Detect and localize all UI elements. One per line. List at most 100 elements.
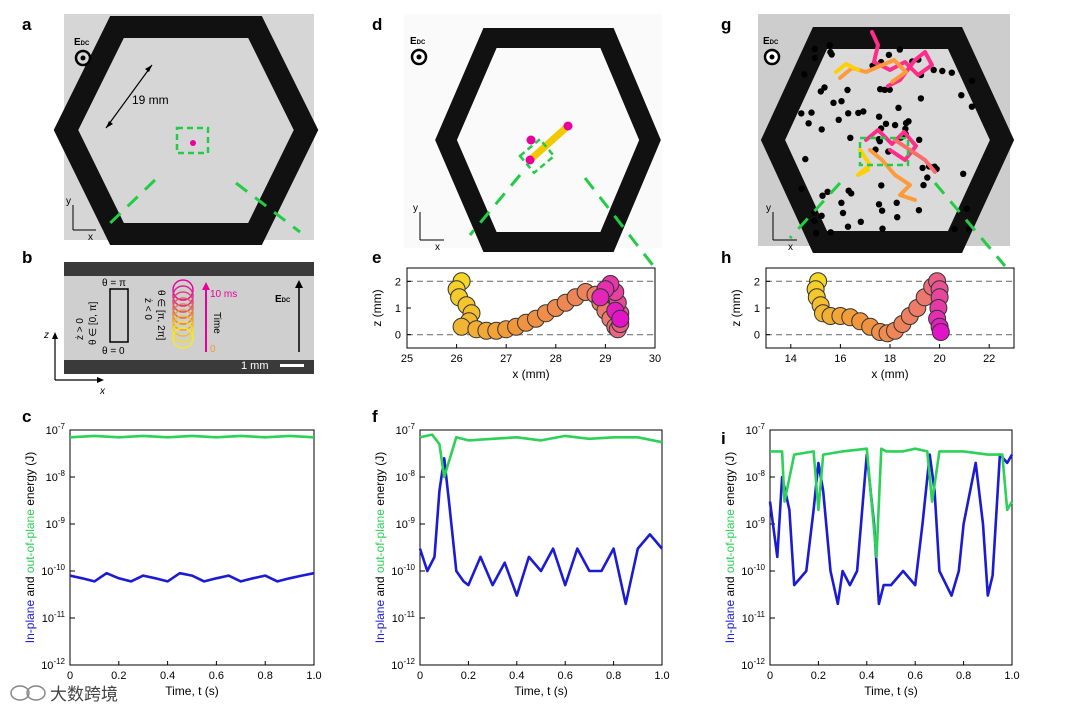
y-tick-label: 10-11 <box>392 610 416 625</box>
zdot-neg-label: ż < 0 <box>142 298 153 320</box>
edc-icon <box>763 48 781 66</box>
colloid-dot <box>811 217 818 225</box>
series-in-plane <box>69 571 315 583</box>
svg-text:x: x <box>88 232 93 243</box>
panel-label-e: e <box>372 248 381 267</box>
dimension-arrow <box>105 64 153 129</box>
x-axis-label: x (mm) <box>871 367 908 381</box>
colloid-dot <box>893 199 900 206</box>
dimension-label: 19 mm <box>132 93 169 107</box>
panel-label-b: b <box>22 248 32 267</box>
zoom-box <box>858 136 910 167</box>
colloid-dot <box>857 218 864 225</box>
series-in-plane <box>418 456 663 606</box>
xy-axes: y x <box>413 203 444 253</box>
y-tick-label: 10-12 <box>391 657 415 672</box>
colloid-dot <box>798 185 805 192</box>
colloid-dot <box>844 223 852 230</box>
edc-label: EDC <box>763 36 779 47</box>
x-axis-label: Time, t (s) <box>864 684 918 698</box>
series-in-plane <box>768 453 1014 606</box>
colloid-dot <box>896 46 903 53</box>
colloid-dot <box>965 226 973 233</box>
plot-frame <box>69 429 315 666</box>
x-tick-label: 0.8 <box>956 670 971 682</box>
colloid-dot <box>920 181 927 189</box>
colloid-dot <box>844 86 851 94</box>
colloid-dot <box>819 192 826 199</box>
y-tick-label: 2 <box>754 276 760 288</box>
x-tick-label: 0.6 <box>558 670 573 682</box>
y-tick-label: 10-9 <box>46 516 66 531</box>
colloid-dot <box>882 120 890 128</box>
colloid-dot <box>881 86 888 94</box>
time-label: Time <box>211 312 222 334</box>
panel-label-f: f <box>372 407 378 426</box>
range-neg-label: θ ∈ [π, 2π] <box>155 290 166 341</box>
chart-e: 25 26 27 28 29 30 0 1 2 x (mm) z (mm) <box>370 267 661 381</box>
colloid-dot <box>948 69 955 76</box>
series-out-of-plane <box>69 434 315 439</box>
chart-f: 0 0.2 0.4 0.6 0.8 1.0 10-7 10-8 10-9 10-10 10-11 10… <box>373 422 670 698</box>
panel-label-d: d <box>372 15 382 34</box>
x-tick-label: 0.4 <box>160 670 175 682</box>
y-tick-label: 10-9 <box>396 516 416 531</box>
watermark-logo-icon <box>10 685 30 701</box>
x-tick-label: 1.0 <box>1004 670 1019 682</box>
svg-text:z: z <box>43 330 49 341</box>
colloid-dot <box>919 164 926 172</box>
trajectory <box>526 122 572 164</box>
panel-g: EDC y x <box>758 14 1015 267</box>
y-tick-label: 0 <box>754 330 760 342</box>
colloid-dot <box>917 95 925 102</box>
colloid-dot <box>968 103 976 110</box>
colloid-dot <box>905 118 912 125</box>
colloid-dot <box>830 99 837 107</box>
theta-box <box>109 288 129 343</box>
svg-text:x: x <box>788 242 793 253</box>
watermark-text: 大数跨境 <box>50 685 118 704</box>
colloid-dot <box>839 209 847 217</box>
colloid-dot <box>968 77 976 85</box>
y-tick-label: 10-11 <box>742 610 766 625</box>
trajectories <box>834 30 937 202</box>
edc-label: EDC <box>410 36 426 47</box>
panel-d: EDC y x <box>404 14 662 269</box>
theta-zero-label: θ = 0 <box>102 346 125 357</box>
chart-c: 0 0.2 0.4 0.6 0.8 1.0 10-7 10-8 10-9 10-10 10-11 10… <box>23 422 322 698</box>
series-out-of-plane <box>419 433 663 479</box>
zoom-box <box>518 137 556 175</box>
x-tick-label: 1.0 <box>654 670 669 682</box>
particle <box>526 135 536 145</box>
scale-bar-label: 1 mm <box>241 360 269 372</box>
svg-text:x: x <box>435 242 440 253</box>
y-tick-label: 10-11 <box>42 610 66 625</box>
colloid-dot <box>891 121 899 129</box>
colloid-dot <box>805 120 812 127</box>
x-tick-label: 25 <box>401 353 413 365</box>
colloid-dot <box>878 207 886 214</box>
svg-text:y: y <box>413 203 418 214</box>
zoom-line-left <box>788 181 842 240</box>
edc-label: EDC <box>74 37 90 48</box>
colloid-dot <box>811 54 819 62</box>
colloid-dot <box>827 229 834 236</box>
y-tick-label: 10-8 <box>746 469 766 484</box>
colloid-dot <box>838 98 845 105</box>
colloid-dot <box>958 92 965 99</box>
x-axis-label: Time, t (s) <box>165 684 219 698</box>
x-tick-label: 0.2 <box>111 670 126 682</box>
x-tick-label: 0.6 <box>209 670 224 682</box>
theta-pi-label: θ = π <box>102 278 126 289</box>
y-tick-label: 10-9 <box>746 516 766 531</box>
colloid-dot <box>798 110 805 117</box>
colloid-dot <box>811 45 818 53</box>
colloid-dot <box>930 66 937 74</box>
y-axis-label: z (mm) <box>370 289 384 326</box>
y-tick-label: 10-12 <box>41 657 65 672</box>
y-tick-label: 2 <box>395 276 401 288</box>
watermark: 大数跨境 <box>10 685 118 704</box>
data-point <box>611 309 630 328</box>
hexagon-frame <box>435 28 661 252</box>
y-tick-label: 10-10 <box>41 563 65 578</box>
